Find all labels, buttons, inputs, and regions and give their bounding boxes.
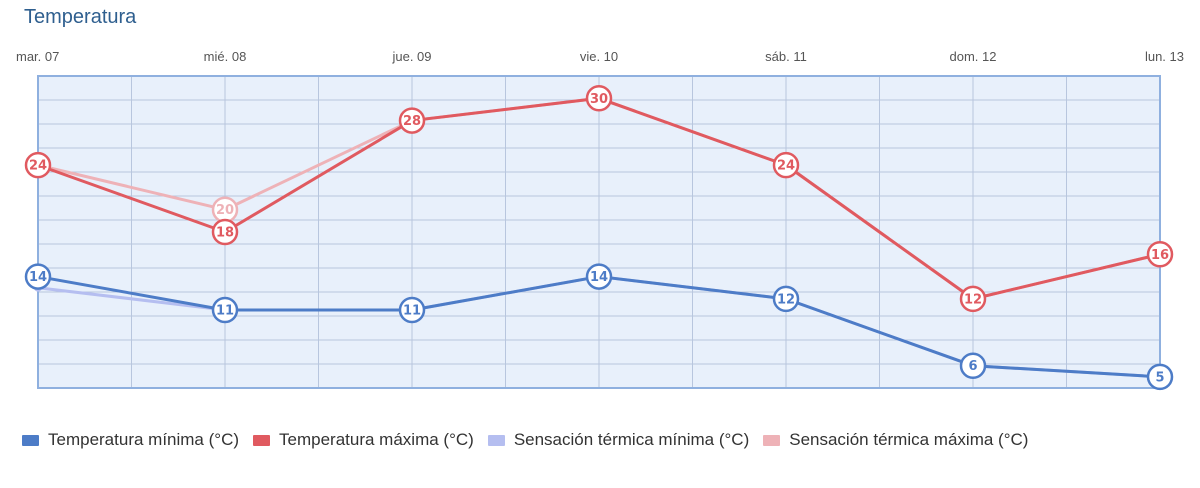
data-point-marker: [585, 263, 613, 290]
legend-item[interactable]: Temperatura máxima (°C): [253, 430, 474, 450]
data-point-marker: [24, 151, 52, 179]
data-label: 28: [403, 114, 421, 129]
data-label: 14: [29, 270, 47, 285]
data-label: 6: [968, 359, 977, 374]
data-label: 24: [29, 159, 47, 174]
data-point-marker: [398, 107, 426, 134]
legend-item[interactable]: Temperatura mínima (°C): [22, 430, 239, 450]
legend-label: Sensación térmica máxima (°C): [789, 430, 1029, 449]
chart-title: Temperatura: [24, 6, 137, 28]
data-point-marker: [585, 85, 613, 112]
x-tick-label: sáb. 11: [765, 49, 807, 64]
x-tick-label: lun. 13: [1145, 49, 1184, 64]
data-label: 18: [216, 226, 234, 241]
data-label: 11: [216, 304, 234, 319]
x-tick-label: mar. 07: [16, 49, 59, 64]
data-point-marker: [1146, 363, 1174, 391]
legend-label: Sensación térmica mínima (°C): [513, 430, 750, 449]
line-chart: mar. 07 mié. 08 jue. 09 vie. 10 sáb. 11 dom. …: [16, 49, 1184, 391]
data-point-marker: [398, 296, 426, 324]
legend-label: Temperatura máxima (°C): [279, 430, 474, 449]
legend-item[interactable]: Sensación térmica máxima (°C): [763, 430, 1028, 450]
data-point-marker: [211, 218, 239, 246]
data-label: 14: [590, 270, 608, 285]
x-tick-label: dom. 12: [950, 49, 997, 64]
data-point-marker: [24, 263, 52, 290]
data-label: 5: [1155, 370, 1164, 385]
legend-swatch: [763, 434, 781, 446]
legend-item[interactable]: Sensación térmica mínima (°C): [487, 430, 750, 450]
data-point-marker: [772, 151, 800, 179]
x-tick-label: jue. 09: [391, 49, 431, 64]
legend-swatch: [487, 434, 505, 446]
chart-legend: Temperatura mínima (°C) Temperatura máxim…: [22, 430, 1028, 450]
data-label: 24: [777, 159, 795, 174]
data-label: 16: [1151, 248, 1169, 263]
legend-swatch: [22, 434, 39, 446]
data-label: 30: [590, 92, 608, 107]
data-label: 11: [403, 304, 421, 319]
plot-border: [37, 75, 1161, 389]
x-tick-label: vie. 10: [580, 49, 618, 64]
data-point-marker: [211, 296, 239, 324]
data-label: 20: [216, 203, 234, 218]
data-point-marker: [1146, 241, 1174, 268]
legend-label: Temperatura mínima (°C): [48, 430, 240, 449]
data-point-marker: [959, 352, 987, 379]
x-tick-label: mié. 08: [204, 49, 247, 64]
data-label: 12: [964, 292, 982, 307]
legend-swatch: [253, 434, 271, 446]
data-label: 12: [777, 292, 795, 307]
data-point-marker: [772, 285, 800, 313]
data-point-marker: [959, 285, 987, 313]
